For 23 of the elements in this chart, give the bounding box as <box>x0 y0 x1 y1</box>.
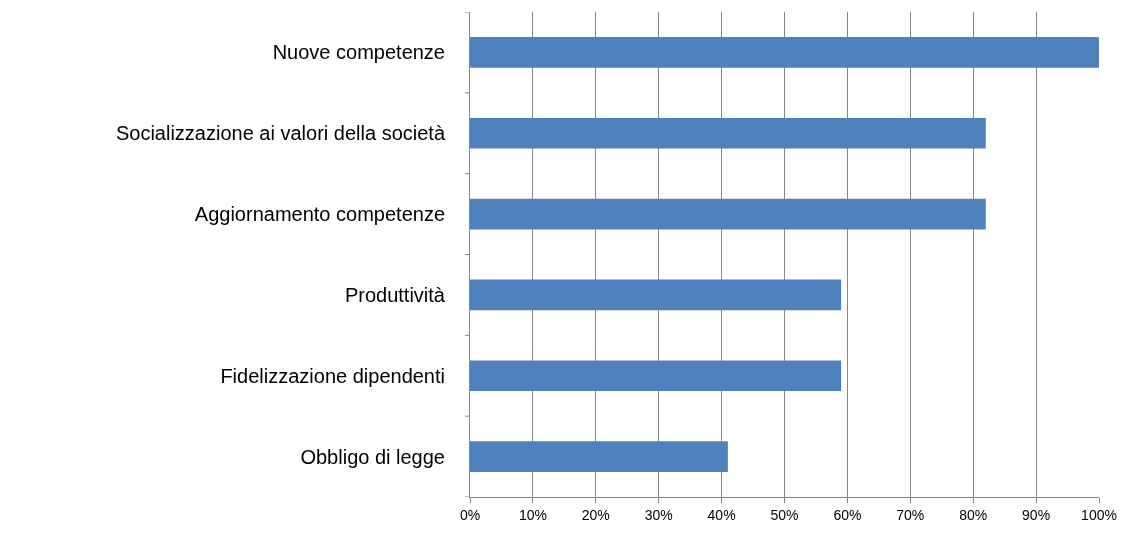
x-tick-label: 100% <box>1081 506 1117 523</box>
bar <box>470 198 986 230</box>
y-tick-label: Produttività <box>344 283 446 306</box>
y-tick-label: Nuove competenze <box>272 41 445 64</box>
x-tick-label: 40% <box>707 506 736 523</box>
y-tick-label: Obbligo di legge <box>300 445 445 468</box>
x-tick-label: 30% <box>644 506 673 523</box>
x-tick-label: 90% <box>1022 506 1051 523</box>
y-tick-label: Aggiornamento competenze <box>194 203 445 226</box>
bar <box>470 360 842 392</box>
x-tick-label: 80% <box>959 506 988 523</box>
y-tick-label: Fidelizzazione dipendenti <box>220 364 445 387</box>
bar <box>470 441 728 472</box>
bar <box>470 117 986 149</box>
bar <box>470 279 842 311</box>
x-tick-label: 0% <box>459 506 481 523</box>
bar <box>470 37 1099 68</box>
x-tick-label: 50% <box>770 506 799 523</box>
y-tick-label: Socializzazione ai valori della società <box>115 122 446 145</box>
x-tick-label: 70% <box>896 506 925 523</box>
x-tick-label: 10% <box>518 506 547 523</box>
x-tick-label: 60% <box>833 506 862 523</box>
x-tick-label: 20% <box>581 506 610 523</box>
